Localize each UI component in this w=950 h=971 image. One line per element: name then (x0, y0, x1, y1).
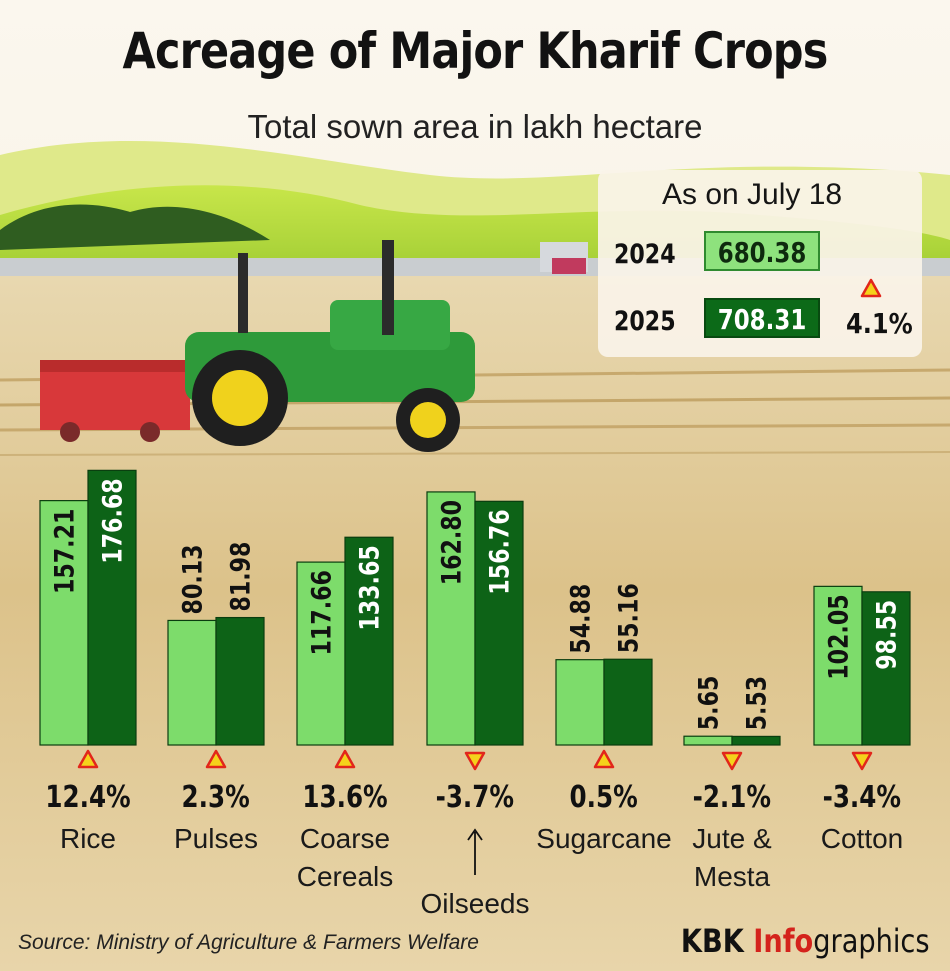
down-triangle-icon-oilseeds (464, 751, 486, 771)
chart-subtitle: Total sown area in lakh hectare (247, 108, 703, 145)
source-note: Source: Ministry of Agriculture & Farmer… (18, 931, 479, 954)
value-label-cotton-2024: 102.05 (822, 594, 854, 679)
category-label-coarse-cereals: Coarse Cereals (296, 823, 394, 892)
up-triangle-icon-coarse-cereals (334, 749, 356, 769)
bar-rice-2024 (39, 500, 89, 746)
bar-oilseeds-2025 (474, 500, 524, 746)
category-label-oilseeds: Oilseeds (420, 888, 530, 919)
value-label-jute-mesta-2024: 5.65 (692, 676, 724, 731)
bar-cotton-2024 (813, 585, 863, 746)
value-label-cotton-2025: 98.55 (870, 600, 902, 670)
value-label-rice-2025: 176.68 (96, 478, 128, 563)
value-label-pulses-2024: 80.13 (176, 544, 208, 614)
change-jute-mesta: -2.1% (692, 780, 772, 815)
change-oilseeds: -3.7% (435, 780, 515, 815)
category-label-cotton: Cotton (820, 823, 904, 854)
bar-cotton-2025 (861, 591, 911, 746)
change-coarse-cereals: 13.6% (302, 780, 388, 815)
summary-year-2024: 2024 (614, 239, 676, 270)
summary-value-2025: 708.31 (704, 298, 820, 338)
summary-date: As on July 18 (662, 178, 843, 211)
chart-title: Acreage of Major Kharif Crops (122, 22, 829, 80)
value-label-oilseeds-2025: 156.76 (483, 509, 515, 594)
change-cotton: -3.4% (822, 780, 902, 815)
value-label-jute-mesta-2025: 5.53 (740, 676, 772, 731)
summary-year-2025: 2025 (614, 306, 676, 337)
bar-jute-mesta-2025 (731, 735, 781, 746)
up-triangle-icon-sugarcane (593, 749, 615, 769)
value-label-sugarcane-2024: 54.88 (564, 584, 596, 654)
category-label-jute-mesta: Jute & Mesta (692, 823, 772, 892)
value-label-oilseeds-2024: 162.80 (435, 500, 467, 585)
down-triangle-icon-cotton (851, 751, 873, 771)
summary-panel: As on July 18 2024 680.38 2025 708.31 4.… (598, 170, 922, 357)
summary-value-2024: 680.38 (704, 231, 820, 271)
summary-up-triangle-icon (860, 278, 882, 298)
up-triangle-icon-rice (77, 749, 99, 769)
bar-pulses-2024 (167, 619, 217, 746)
oilseeds-pointer-arrow (467, 828, 483, 875)
bar-sugarcane-2025 (603, 658, 653, 746)
value-label-pulses-2025: 81.98 (224, 542, 256, 612)
bar-coarse-cereals-2025 (344, 536, 394, 746)
bar-pulses-2025 (215, 616, 265, 746)
value-label-coarse-cereals-2025: 133.65 (353, 545, 385, 630)
up-triangle-icon-pulses (205, 749, 227, 769)
change-rice: 12.4% (45, 780, 131, 815)
category-label-pulses: Pulses (173, 823, 259, 854)
value-label-rice-2024: 157.21 (48, 509, 80, 594)
value-label-coarse-cereals-2024: 117.66 (305, 570, 337, 655)
bar-coarse-cereals-2024 (296, 561, 346, 746)
category-label-rice: Rice (59, 823, 116, 854)
change-pulses: 2.3% (181, 780, 251, 815)
change-sugarcane: 0.5% (569, 780, 639, 815)
bar-jute-mesta-2024 (683, 735, 733, 746)
summary-change: 4.1% (846, 307, 913, 340)
bar-sugarcane-2024 (555, 659, 605, 746)
category-label-sugarcane: Sugarcane (536, 823, 672, 854)
brand-logo: KBK Infographics (681, 922, 930, 960)
down-triangle-icon-jute-mesta (721, 751, 743, 771)
bar-rice-2025 (87, 469, 137, 746)
value-label-sugarcane-2025: 55.16 (612, 583, 644, 653)
